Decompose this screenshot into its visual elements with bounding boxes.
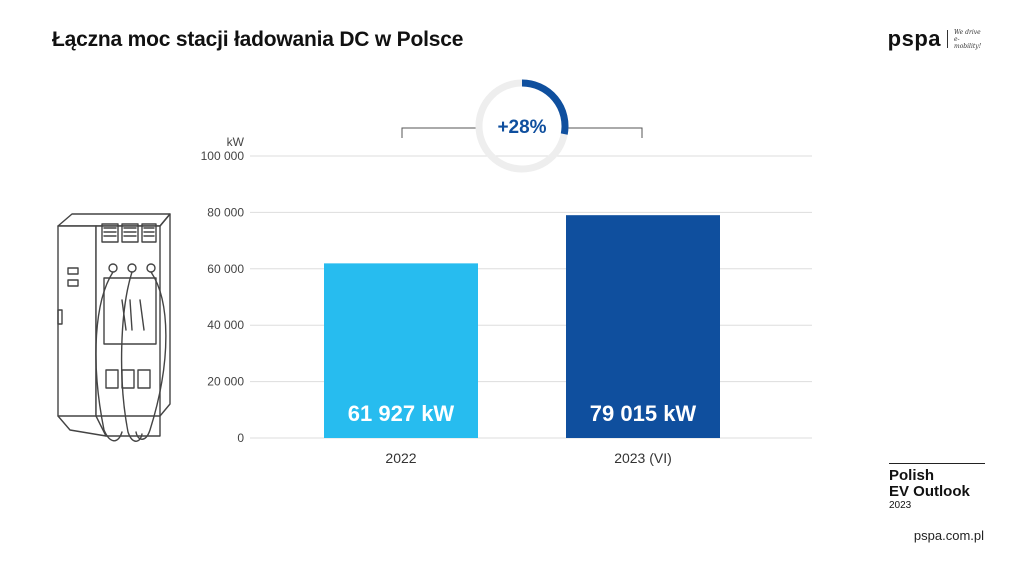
growth-annotation: +28% <box>401 79 643 173</box>
pspa-logo: pspa We drive e-mobility! <box>888 26 984 52</box>
logo-tagline: We drive e-mobility! <box>954 29 984 50</box>
y-tick-label: 0 <box>237 431 244 445</box>
growth-label: +28% <box>497 117 546 138</box>
charging-station-icon <box>57 213 171 442</box>
outlook-line-2: EV Outlook <box>889 483 970 500</box>
website-link[interactable]: pspa.com.pl <box>913 528 984 543</box>
bracket-left <box>401 127 476 138</box>
x-tick-labels: 2022 2023 (VI) <box>385 450 671 466</box>
outlook-line-1: Polish <box>889 467 935 484</box>
x-tick-label: 2023 (VI) <box>614 450 672 466</box>
logo-tagline-2: e-mobility! <box>954 35 982 50</box>
bars: 61 927 kW 79 015 kW <box>324 215 720 438</box>
y-tick-label: 60 000 <box>207 262 244 276</box>
data-label: 79 015 kW <box>590 401 697 426</box>
bracket-right <box>568 127 643 138</box>
logo-tagline-1: We drive <box>954 28 981 36</box>
y-tick-labels: 0 20 000 40 000 60 000 80 000 100 000 <box>201 149 245 445</box>
logo-divider <box>947 30 948 48</box>
ring-progress <box>521 79 569 135</box>
y-tick-label: 20 000 <box>207 375 244 389</box>
data-label: 61 927 kW <box>348 401 455 426</box>
outlook-year: 2023 <box>889 500 912 511</box>
y-tick-label: 40 000 <box>207 318 244 332</box>
bar-2022 <box>324 263 478 438</box>
y-axis-unit: kW <box>227 135 245 149</box>
ev-outlook-badge: Polish EV Outlook 2023 <box>889 463 985 511</box>
logo-word: pspa <box>887 26 941 51</box>
x-tick-label: 2022 <box>385 450 416 466</box>
bar-2023-VI <box>566 215 720 438</box>
y-tick-label: 80 000 <box>207 205 244 219</box>
y-tick-label: 100 000 <box>201 149 245 163</box>
page-title: Łączna moc stacji ładowania DC w Polsce <box>52 28 464 51</box>
